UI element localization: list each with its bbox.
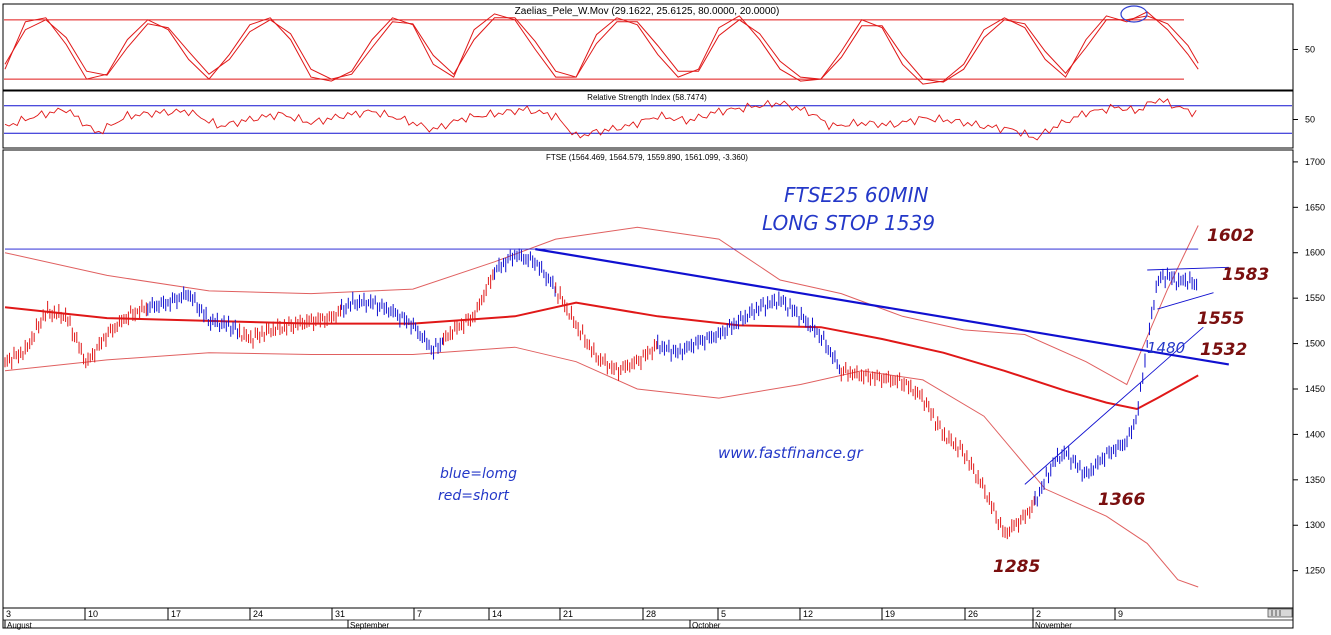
x-tick-label: 5	[721, 609, 726, 619]
level-1602: 1602	[1207, 226, 1254, 246]
x-tick-label: 24	[253, 609, 263, 619]
x-tick-label: 19	[885, 609, 895, 619]
price-segment-blue	[147, 286, 239, 340]
x-tick-label: 31	[335, 609, 345, 619]
x-tick-label: 28	[646, 609, 656, 619]
rsi-title: Relative Strength Index (58.7474)	[587, 93, 707, 102]
trendline-triangle-top	[1147, 266, 1229, 271]
x-tick-label: 14	[492, 609, 502, 619]
x-axis: 3 10 17 24 31 7 14 21 28 5 12 19 26 2 9 August September…	[2, 608, 1293, 630]
headline-timeframe: FTSE25 60MIN	[784, 183, 928, 207]
price-y-tick-label: 1500	[1305, 339, 1325, 349]
oscillator-series-fast	[4, 11, 1199, 85]
price-segment-blue	[1034, 267, 1198, 507]
trendline-triangle-bottom	[1157, 292, 1214, 310]
x-tick-label: 10	[88, 609, 98, 619]
price-upper-band	[4, 225, 1199, 386]
level-1480: 1480	[1147, 339, 1185, 357]
x-tick-label: 12	[803, 609, 813, 619]
highlight-circle	[1120, 5, 1148, 23]
price-segment-red	[555, 282, 658, 382]
price-segment-red	[443, 269, 494, 346]
price-segment-red	[4, 299, 147, 370]
x-month-label: November	[1035, 621, 1072, 630]
x-tick-label: 9	[1118, 609, 1123, 619]
price-y-tick-label: 1250	[1305, 566, 1325, 576]
price-y-tick-label: 1650	[1305, 202, 1325, 212]
x-tick-label: 26	[968, 609, 978, 619]
x-month-label: August	[7, 621, 33, 630]
level-1583: 1583	[1222, 265, 1269, 285]
rsi-series	[4, 97, 1197, 141]
rsi-plot	[4, 97, 1292, 141]
price-y-tick-label: 1450	[1305, 384, 1325, 394]
headline-stop: LONG STOP 1539	[762, 211, 935, 235]
oscillator-y-tick-label: 50	[1305, 44, 1315, 54]
level-1285: 1285	[993, 557, 1040, 577]
trendline-uptrend	[1024, 326, 1204, 485]
price-y-tick-label: 1300	[1305, 520, 1325, 530]
price-plot	[4, 225, 1229, 588]
x-month-label: September	[350, 621, 389, 630]
rsi-y-tick-label: 50	[1305, 115, 1315, 125]
level-1532: 1532	[1200, 340, 1247, 360]
axes: 50 50 1250 1300 1350 1400 1450 1500 1550 1600 1650…	[1293, 44, 1325, 576]
x-tick-label: 21	[563, 609, 573, 619]
level-1366: 1366	[1098, 490, 1145, 510]
price-segment-red	[840, 361, 1035, 540]
x-tick-label: 17	[171, 609, 181, 619]
legend-red: red=short	[438, 488, 509, 504]
price-y-tick-label: 1600	[1305, 248, 1325, 258]
price-y-tick-label: 1550	[1305, 293, 1325, 303]
price-panel	[2, 149, 1294, 609]
x-tick-label: 2	[1036, 609, 1041, 619]
oscillator-series-slow	[4, 15, 1199, 83]
price-segment-red	[239, 304, 342, 349]
x-tick-label: 3	[6, 609, 11, 619]
x-tick-label: 7	[417, 609, 422, 619]
oscillator-panel	[2, 3, 1294, 91]
price-segment-blue	[657, 291, 840, 375]
price-y-tick-label: 1350	[1305, 475, 1325, 485]
rsi-panel	[2, 90, 1294, 149]
price-title: FTSE (1564.469, 1564.579, 1559.890, 1561…	[546, 153, 748, 162]
x-month-label: October	[692, 621, 721, 630]
price-segment-blue	[494, 248, 556, 297]
price-segment-blue	[341, 291, 444, 360]
oscillator-plot	[4, 11, 1199, 85]
website-label: www.fastfinance.gr	[718, 444, 863, 462]
price-lower-band	[4, 346, 1199, 588]
price-y-tick-label: 1700	[1305, 157, 1325, 167]
oscillator-title: Zaelias_Pele_W.Mov (29.1622, 25.6125, 80…	[515, 6, 780, 17]
level-1555: 1555	[1197, 309, 1244, 329]
price-y-tick-label: 1400	[1305, 429, 1325, 439]
trendline-downtrend	[535, 248, 1229, 366]
legend-blue: blue=lomg	[440, 466, 517, 482]
price-moving-average	[4, 301, 1199, 411]
